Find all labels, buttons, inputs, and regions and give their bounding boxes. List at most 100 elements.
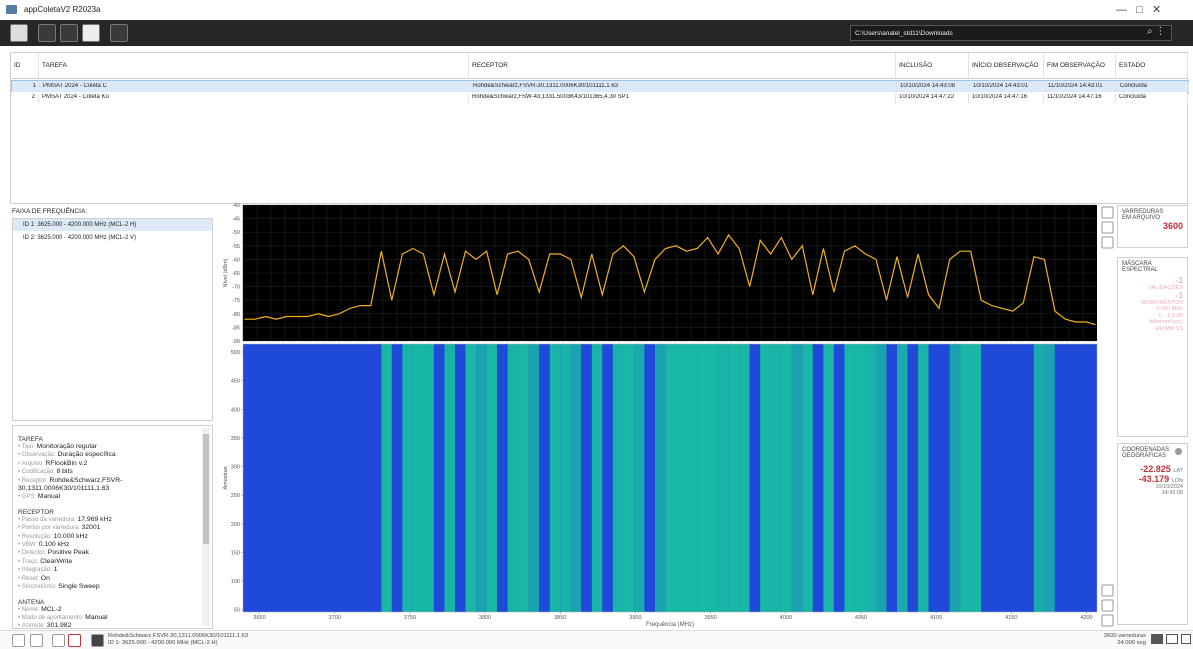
y-tick-label: 500 — [231, 350, 240, 356]
waterfall-column — [844, 344, 855, 612]
x-axis-label: Frequência (MHz) — [646, 622, 694, 628]
y-tick-label: -65 — [232, 271, 240, 277]
y-tick-label: -45 — [232, 217, 240, 223]
tool-button[interactable] — [1102, 237, 1113, 248]
waterfall-column — [508, 344, 519, 612]
waterfall-column — [771, 344, 782, 612]
y-tick-label: 100 — [231, 579, 240, 585]
y-axis-label: Amostras — [223, 466, 229, 489]
waterfall-column — [402, 344, 413, 612]
waterfall-column — [739, 344, 750, 612]
y-tick-label: 400 — [231, 407, 240, 413]
waterfall-column — [497, 344, 508, 612]
waterfall-column — [581, 344, 592, 612]
waterfall-column — [434, 344, 445, 612]
tool-button[interactable] — [1102, 600, 1113, 611]
waterfall-column — [1002, 344, 1013, 612]
waterfall-column — [813, 344, 824, 612]
waterfall-column — [823, 344, 834, 612]
waterfall-column — [781, 344, 792, 612]
x-tick-label: 4200 — [1080, 615, 1092, 621]
waterfall-column — [834, 344, 845, 612]
waterfall-column — [802, 344, 813, 612]
spectrum-plot: -40-45-50-55-60-65-70-75-80-85-90Nível (… — [0, 0, 1193, 649]
waterfall-column — [929, 344, 940, 612]
waterfall-column — [1023, 344, 1034, 612]
waterfall-column — [255, 344, 266, 612]
waterfall-column — [887, 344, 898, 612]
y-tick-label: -50 — [232, 230, 240, 236]
waterfall-column — [981, 344, 992, 612]
y-tick-label: -60 — [232, 257, 240, 263]
y-tick-label: -80 — [232, 312, 240, 318]
waterfall-column — [487, 344, 498, 612]
y-tick-label: 350 — [231, 436, 240, 442]
waterfall-column — [308, 344, 319, 612]
waterfall-column — [1076, 344, 1087, 612]
waterfall-column — [971, 344, 982, 612]
waterfall-column — [676, 344, 687, 612]
waterfall-column — [992, 344, 1003, 612]
waterfall-column — [560, 344, 571, 612]
waterfall-column — [329, 344, 340, 612]
waterfall-column — [444, 344, 455, 612]
waterfall-column — [392, 344, 403, 612]
waterfall-column — [276, 344, 287, 612]
waterfall-column — [381, 344, 392, 612]
x-tick-label: 3800 — [479, 615, 491, 621]
waterfall-column — [476, 344, 487, 612]
waterfall-column — [865, 344, 876, 612]
tool-button[interactable] — [1102, 615, 1113, 626]
waterfall-column — [718, 344, 729, 612]
y-tick-label: -85 — [232, 325, 240, 331]
waterfall-column — [729, 344, 740, 612]
waterfall-column — [687, 344, 698, 612]
waterfall-column — [455, 344, 466, 612]
waterfall-column — [550, 344, 561, 612]
waterfall-column — [529, 344, 540, 612]
waterfall-column — [1055, 344, 1066, 612]
x-tick-label: 4100 — [930, 615, 942, 621]
waterfall-column — [855, 344, 866, 612]
x-tick-label: 3850 — [554, 615, 566, 621]
y-tick-label: -90 — [232, 339, 240, 345]
tool-button[interactable] — [1102, 585, 1113, 596]
waterfall-column — [602, 344, 613, 612]
y-axis-label: Nível (dBm) — [223, 258, 229, 287]
tool-button[interactable] — [1102, 222, 1113, 233]
waterfall-column — [1013, 344, 1024, 612]
waterfall-column — [266, 344, 277, 612]
waterfall-column — [371, 344, 382, 612]
x-tick-label: 4000 — [780, 615, 792, 621]
x-tick-label: 3700 — [329, 615, 341, 621]
y-tick-label: -55 — [232, 244, 240, 250]
waterfall-column — [339, 344, 350, 612]
y-tick-label: 250 — [231, 493, 240, 499]
waterfall-column — [918, 344, 929, 612]
waterfall-column — [245, 344, 256, 612]
y-tick-label: 300 — [231, 465, 240, 471]
x-tick-label: 4150 — [1005, 615, 1017, 621]
waterfall-column — [644, 344, 655, 612]
waterfall-column — [697, 344, 708, 612]
app-window: appColetaV2 R2023a — □ ✕ C:\Users\anatel… — [0, 0, 1193, 649]
y-tick-label: -40 — [232, 203, 240, 209]
x-tick-label: 3750 — [404, 615, 416, 621]
x-tick-label: 4050 — [855, 615, 867, 621]
waterfall-column — [950, 344, 961, 612]
tool-button[interactable] — [1102, 207, 1113, 218]
waterfall-column — [908, 344, 919, 612]
plot-tools — [1102, 207, 1113, 626]
y-tick-label: 450 — [231, 379, 240, 385]
waterfall-column — [350, 344, 361, 612]
waterfall-column — [792, 344, 803, 612]
waterfall-column — [297, 344, 308, 612]
waterfall-column — [1086, 344, 1095, 612]
waterfall-column — [413, 344, 424, 612]
waterfall-column — [665, 344, 676, 612]
waterfall-column — [960, 344, 971, 612]
x-tick-label: 3650 — [253, 615, 265, 621]
waterfall-column — [518, 344, 529, 612]
waterfall-column — [360, 344, 371, 612]
waterfall-column — [634, 344, 645, 612]
